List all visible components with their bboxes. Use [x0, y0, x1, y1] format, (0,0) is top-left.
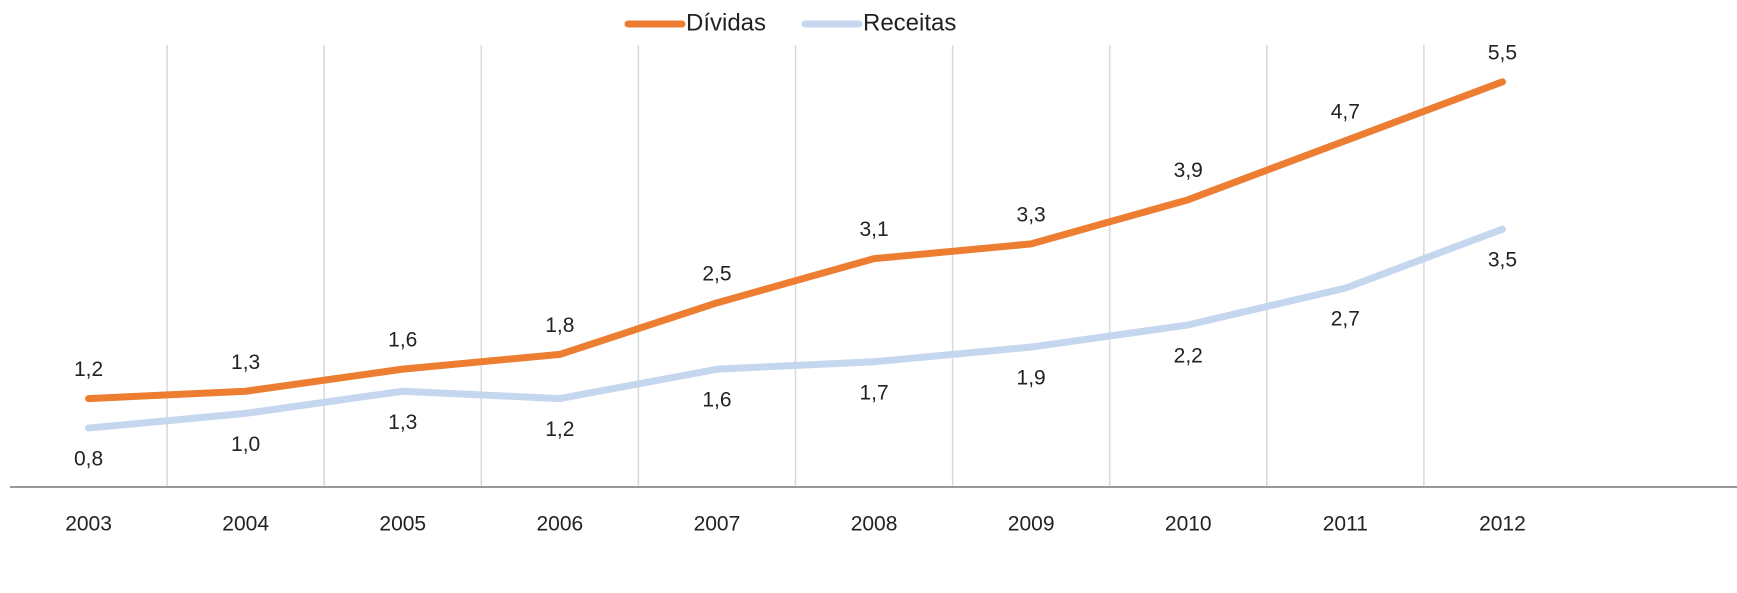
series-line — [85, 225, 1506, 432]
x-tick-label: 2012 — [1479, 513, 1526, 536]
series-line — [85, 78, 1506, 403]
x-tick-label: 2007 — [694, 513, 741, 536]
x-tick-label: 2010 — [1165, 513, 1212, 536]
data-label: 2,7 — [1331, 308, 1360, 331]
x-tick-label: 2006 — [536, 513, 583, 536]
data-label: 1,7 — [859, 381, 888, 404]
x-tick-label: 2011 — [1323, 513, 1368, 536]
data-label: 1,9 — [1017, 367, 1046, 390]
data-label: 3,5 — [1488, 249, 1517, 272]
data-label: 1,8 — [545, 314, 574, 337]
x-tick-label: 2003 — [65, 513, 112, 536]
data-label: 1,6 — [388, 329, 417, 352]
data-label: 5,5 — [1488, 41, 1517, 64]
data-label: 1,3 — [388, 411, 417, 434]
data-label: 1,0 — [231, 433, 260, 456]
data-label: 0,8 — [74, 448, 103, 471]
x-tick-label: 2005 — [379, 513, 426, 536]
data-label: 3,1 — [859, 218, 888, 241]
data-label: 3,9 — [1174, 159, 1203, 182]
data-label: 4,7 — [1331, 100, 1360, 123]
x-tick-label: 2004 — [222, 513, 269, 536]
data-label: 1,2 — [74, 358, 103, 381]
data-label: 2,2 — [1174, 344, 1203, 367]
data-label: 1,6 — [702, 389, 731, 412]
data-label: 2,5 — [702, 262, 731, 285]
data-label: 1,2 — [545, 418, 574, 441]
data-label: 3,3 — [1017, 203, 1046, 226]
x-tick-label: 2009 — [1008, 513, 1055, 536]
legend-label: Dívidas — [686, 9, 766, 36]
data-label: 1,3 — [231, 351, 260, 374]
legend-label: Receitas — [863, 9, 956, 36]
x-tick-label: 2008 — [851, 513, 898, 536]
